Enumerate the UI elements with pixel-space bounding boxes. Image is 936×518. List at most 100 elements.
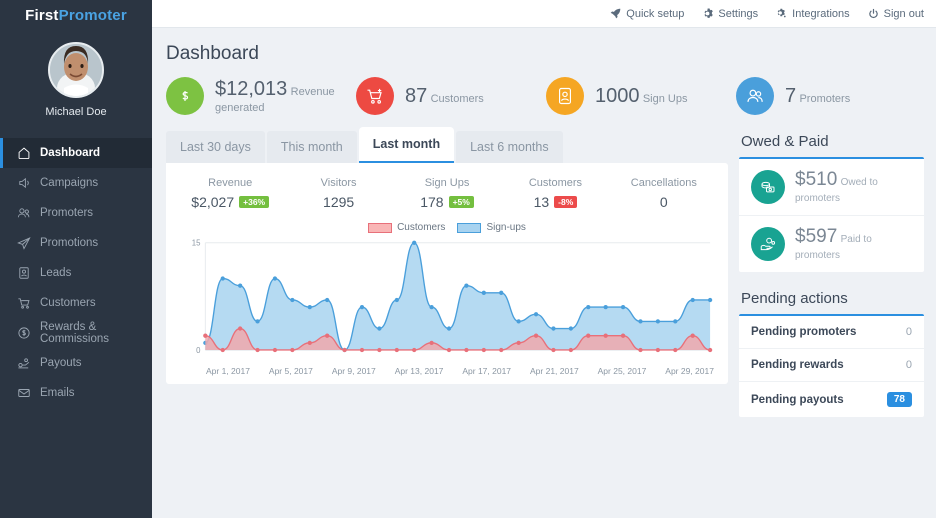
sidebar-item-leads[interactable]: Leads: [0, 258, 152, 288]
metric-cancellations: Cancellations 0: [610, 177, 718, 210]
sidebar-item-label: Payouts: [40, 357, 82, 369]
pending-value: 0: [905, 326, 912, 338]
legend-swatch-customers: [368, 222, 393, 233]
signups-customers-area-chart: 0 15: [192, 239, 713, 355]
paper-plane-icon: [16, 236, 31, 251]
stat-text: 7 Promoters: [785, 84, 850, 107]
chart-panel: Revenue $2,027 +36% Visitors 1295: [166, 163, 728, 384]
cart-plus-icon: [356, 77, 394, 115]
gear-icon: [704, 8, 714, 18]
owed-row-paid[interactable]: $597 Paid to promoters: [739, 215, 924, 272]
metric-badge: +36%: [239, 195, 270, 209]
pending-row-payouts[interactable]: Pending payouts 78: [739, 381, 924, 417]
pending-row-rewards[interactable]: Pending rewards 0: [739, 348, 924, 381]
sidebar-nav: Dashboard Campaigns Promoters Promotions: [0, 138, 152, 408]
pending-label: Pending rewards: [751, 359, 844, 371]
metric-value-row: $2,027 +36%: [176, 194, 284, 210]
megaphone-icon: [16, 176, 31, 191]
sidebar-item-dashboard[interactable]: Dashboard: [0, 138, 152, 168]
stat-card-revenue: $12,013 Revenue generated: [166, 77, 356, 115]
stat-card-signups: 1000 Sign Ups: [546, 77, 736, 115]
pending-badge: 78: [886, 392, 912, 407]
x-tick-label: Apr 13, 2017: [394, 365, 444, 376]
envelope-icon: [16, 386, 31, 401]
rocket-icon: [610, 8, 621, 19]
topbar-link-label: Quick setup: [626, 7, 685, 20]
tab-last-month[interactable]: Last month: [358, 127, 455, 163]
svg-text:15: 15: [192, 239, 201, 248]
x-tick-label: Apr 1, 2017: [206, 365, 250, 376]
pending-row-promoters[interactable]: Pending promoters 0: [739, 316, 924, 348]
legend-swatch-signups: [457, 222, 482, 233]
chart-area: Customers Sign-ups 0 15 Apr 1, 2017 Apr 5,…: [176, 216, 718, 376]
topbar-link-integrations[interactable]: Integrations: [776, 7, 850, 20]
shopping-cart-icon: [16, 296, 31, 311]
metrics-row: Revenue $2,027 +36% Visitors 1295: [176, 175, 718, 216]
sidebar-item-payouts[interactable]: Payouts: [0, 348, 152, 378]
pending-value: 0: [905, 359, 912, 371]
pending-label: Pending payouts: [751, 393, 844, 406]
sidebar-item-label: Leads: [40, 267, 72, 279]
sidebar-item-label: Promotions: [40, 237, 99, 249]
owed-paid-title: Owed & Paid: [741, 133, 829, 150]
sidebar-item-customers[interactable]: Customers: [0, 288, 152, 318]
stat-value: $12,013: [215, 77, 288, 100]
home-icon: [16, 146, 31, 161]
money-stack-icon: [751, 170, 785, 204]
profile-block[interactable]: Michael Doe: [0, 28, 152, 134]
owed-label: Owed to promoters: [795, 177, 878, 204]
metric-label: Customers: [528, 177, 583, 189]
topbar-link-quick-setup[interactable]: Quick setup: [610, 8, 684, 20]
topbar: Quick setup Settings Integrations Sign o…: [152, 0, 936, 28]
sidebar-item-rewards-commissions[interactable]: Rewards & Commissions: [0, 318, 152, 348]
stat-value: 1000: [595, 84, 640, 107]
tab-last-6-months[interactable]: Last 6 months: [456, 131, 563, 163]
sidebar-item-promotions[interactable]: Promotions: [0, 228, 152, 258]
topbar-link-label: Integrations: [792, 7, 850, 20]
owed-value: $510: [795, 169, 838, 191]
metric-badge: +5%: [448, 195, 474, 209]
content-row: Last 30 days This month Last month Last …: [152, 115, 936, 417]
legend-item-customers[interactable]: Customers: [368, 222, 445, 233]
x-tick-label: Apr 17, 2017: [462, 365, 512, 376]
pending-actions-card: Pending promoters 0 Pending rewards 0 Pe…: [739, 314, 924, 417]
x-tick-label: Apr 29, 2017: [665, 365, 714, 376]
pending-label: Pending promoters: [751, 326, 857, 338]
x-tick-label: Apr 21, 2017: [530, 365, 579, 376]
metric-value-row: 0: [610, 194, 718, 210]
hand-money-icon: [751, 227, 785, 261]
owed-row-owed[interactable]: $510 Owed to promoters: [739, 159, 924, 215]
metric-value: 0: [659, 194, 668, 210]
sidebar-item-label: Campaigns: [40, 177, 99, 189]
metric-signups: Sign Ups 178 +5%: [393, 177, 501, 210]
tab-last-30-days[interactable]: Last 30 days: [166, 131, 265, 163]
svg-text:0: 0: [196, 346, 201, 355]
legend-item-signups[interactable]: Sign-ups: [457, 222, 526, 233]
sidebar-item-label: Emails: [40, 387, 75, 399]
sidebar-item-label: Customers: [40, 297, 96, 309]
sidebar-item-label: Rewards & Commissions: [40, 321, 110, 345]
sidebar-item-emails[interactable]: Emails: [0, 378, 152, 408]
topbar-link-settings[interactable]: Settings: [702, 8, 758, 20]
metric-label: Sign Ups: [424, 177, 470, 189]
gears-icon: [777, 8, 787, 19]
user-avatar-photo-icon: [50, 44, 102, 96]
x-tick-label: Apr 5, 2017: [268, 365, 313, 376]
sidebar-item-promoters[interactable]: Promoters: [0, 198, 152, 228]
brand-second: Promoter: [58, 6, 127, 24]
topbar-link-sign-out[interactable]: Sign out: [868, 8, 924, 20]
legend-label: Customers: [397, 222, 446, 233]
metric-value: $2,027: [191, 194, 235, 210]
stat-card-promoters: 7 Promoters: [736, 77, 926, 115]
stat-label: Customers: [430, 92, 484, 105]
stat-value: 7: [785, 84, 797, 107]
metric-badge: -8%: [554, 195, 578, 209]
owed-text: $597 Paid to promoters: [795, 227, 912, 261]
tab-this-month[interactable]: This month: [266, 131, 357, 163]
stat-value: 87: [405, 84, 428, 107]
x-tick-label: Apr 25, 2017: [597, 365, 647, 376]
metric-visitors: Visitors 1295: [284, 177, 392, 210]
sidebar-item-campaigns[interactable]: Campaigns: [0, 168, 152, 198]
avatar: [48, 42, 104, 98]
brand-logo[interactable]: First Promoter: [0, 0, 152, 28]
